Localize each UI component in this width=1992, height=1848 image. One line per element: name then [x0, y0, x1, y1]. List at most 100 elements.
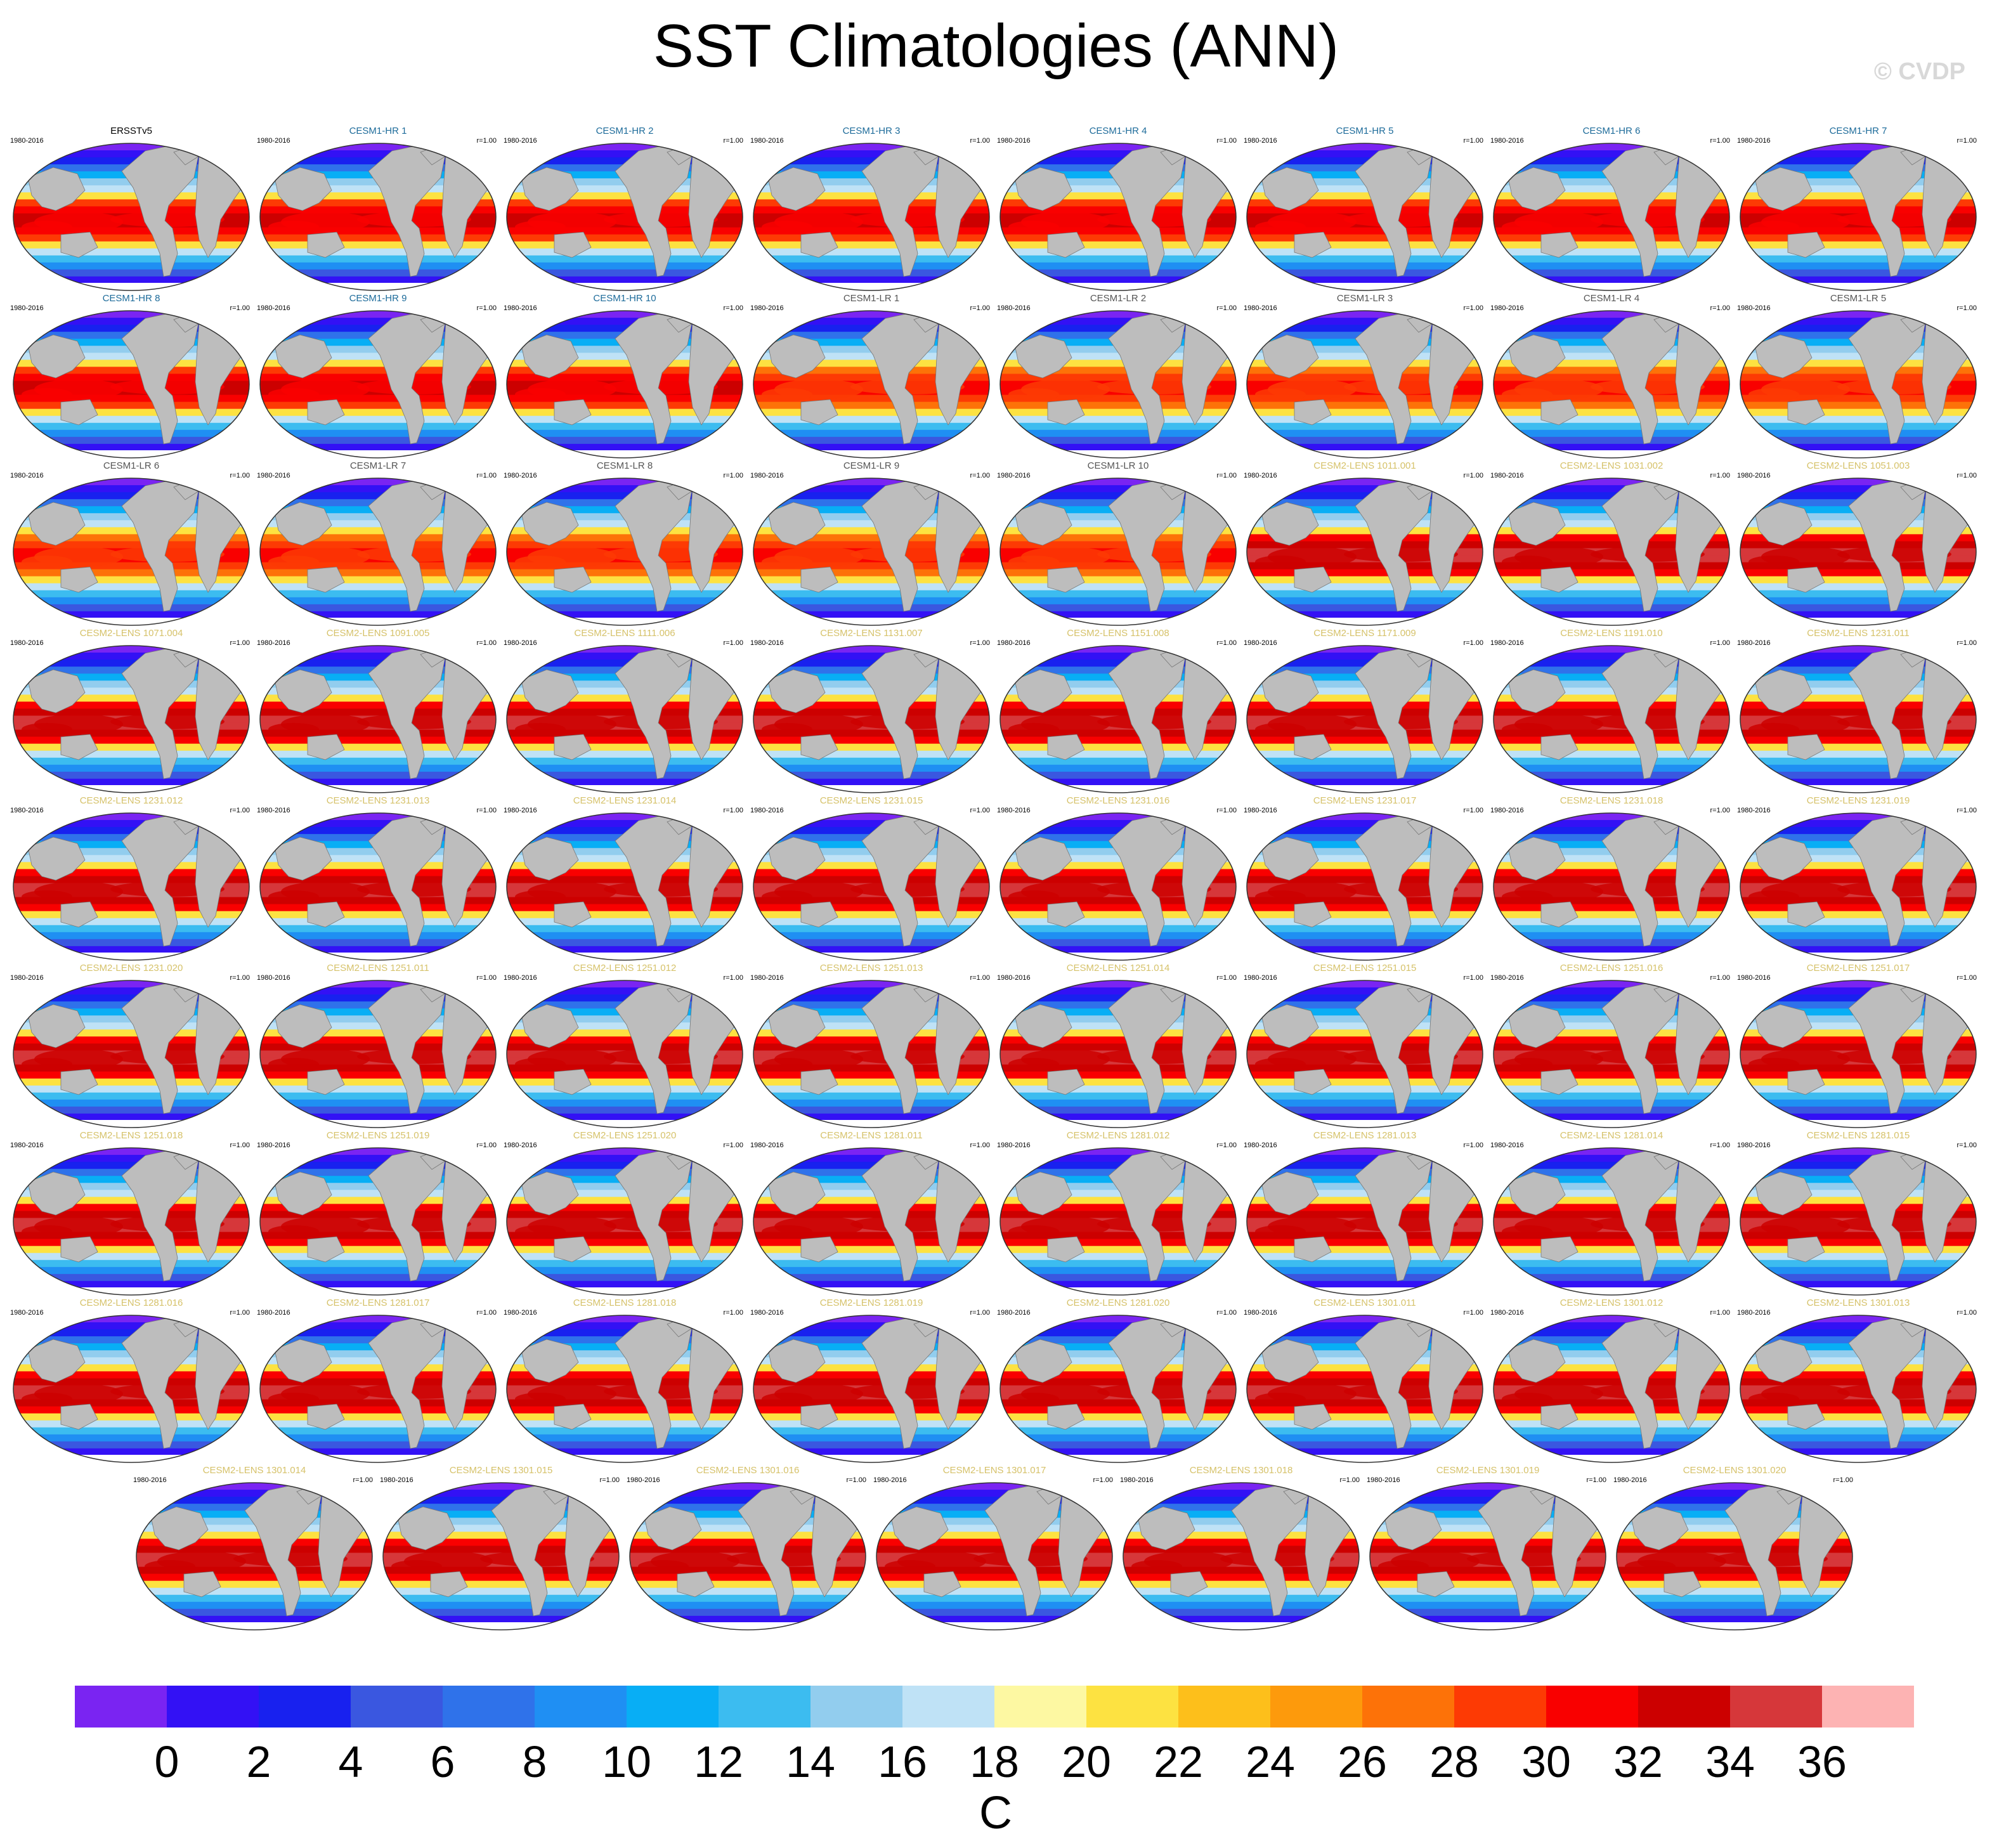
map-border: [753, 812, 990, 961]
sst-band: [1247, 311, 1483, 319]
sst-band: [1617, 1490, 1852, 1498]
sst-band: [1247, 1106, 1483, 1114]
sst-map: [1493, 143, 1730, 291]
panel-period: 1980-2016: [1490, 472, 1524, 479]
land-mass: [1108, 479, 1187, 612]
panel-name: CESM2-LENS 1111.006: [574, 628, 675, 639]
panel-name: CESM1-LR 9: [843, 460, 900, 471]
land-mass: [1663, 1571, 1702, 1597]
panel-correlation: r=1.00: [1216, 137, 1237, 145]
panel-correlation: r=1.00: [1710, 974, 1731, 982]
land-mass: [60, 1236, 98, 1263]
sst-band: [1494, 255, 1729, 263]
sst-band: [136, 1608, 372, 1617]
colorbar-swatch: [1178, 1686, 1271, 1728]
land-mass: [1047, 399, 1085, 426]
warm-pool: [22, 890, 72, 903]
land-mass: [491, 1483, 570, 1617]
sst-band: [876, 1587, 1112, 1596]
sst-band: [1494, 143, 1729, 152]
panel-correlation: r=1.00: [1093, 1476, 1114, 1484]
panel-period: 1980-2016: [504, 639, 537, 647]
map-border: [506, 812, 743, 961]
warm-pool: [1255, 388, 1306, 401]
colorbar-swatch: [1362, 1686, 1455, 1728]
warm-pool: [762, 1393, 812, 1405]
sst-band: [1000, 590, 1236, 598]
sst-band: [1000, 1420, 1236, 1428]
sst-band: [507, 757, 743, 765]
panel-correlation: r=1.00: [1216, 304, 1237, 312]
panel-period: 1980-2016: [997, 807, 1031, 814]
panel-name: CESM2-LENS 1301.018: [1189, 1465, 1293, 1476]
map-panel: CESM2-LENS 1231.015 1980-2016 r=1.00: [749, 795, 994, 963]
sst-band: [1000, 764, 1236, 772]
panel-name: CESM1-LR 5: [1830, 293, 1887, 304]
panel-correlation: r=1.00: [1463, 639, 1484, 647]
sst-band: [753, 436, 989, 445]
sst-band: [753, 1420, 989, 1428]
sst-map: [506, 1315, 743, 1463]
sst-band: [1247, 255, 1483, 263]
sst-map: [1740, 143, 1977, 291]
sst-band: [1617, 1587, 1852, 1596]
sst-band: [1247, 1155, 1483, 1163]
panel-period: 1980-2016: [257, 1309, 290, 1317]
map-panel: CESM2-LENS 1231.018 1980-2016 r=1.00: [1489, 795, 1734, 963]
warm-pool: [1748, 556, 1799, 568]
map-border: [382, 1482, 620, 1630]
warm-pool: [1008, 723, 1059, 736]
sst-band: [13, 485, 249, 493]
map-border: [506, 1315, 743, 1463]
sst-band: [1617, 1608, 1852, 1617]
sst-band: [1000, 422, 1236, 431]
sst-band: [1247, 478, 1483, 486]
land-mass: [1261, 1004, 1319, 1048]
land-mass: [1540, 1403, 1579, 1430]
map-border: [753, 980, 990, 1128]
sst-band: [507, 1315, 743, 1324]
panel-period: 1980-2016: [10, 639, 44, 647]
land-mass: [1724, 1483, 1803, 1617]
land-mass: [1754, 1004, 1813, 1048]
panel-correlation: r=1.00: [1463, 974, 1484, 982]
map-panel: CESM2-LENS 1011.001 1980-2016 r=1.00: [1242, 460, 1487, 628]
land-mass: [1355, 144, 1433, 277]
map-panel: CESM2-LENS 1111.006 1980-2016 r=1.00: [502, 628, 747, 795]
panel-correlation: r=1.00: [723, 1142, 744, 1149]
sst-band: [260, 932, 496, 940]
sst-band: [753, 980, 989, 989]
colorbar-swatch: [75, 1686, 167, 1728]
panel-name: CESM2-LENS 1251.018: [79, 1130, 183, 1141]
panel-period: 1980-2016: [1120, 1476, 1154, 1484]
panel-correlation: r=1.00: [476, 304, 497, 312]
sst-band: [507, 820, 743, 828]
sst-band: [753, 1106, 989, 1114]
panel-period: 1980-2016: [1244, 807, 1277, 814]
land-mass: [274, 167, 332, 211]
map-panel: CESM1-LR 4 1980-2016 r=1.00: [1489, 293, 1734, 460]
sst-band: [1494, 262, 1729, 270]
panel-period: 1980-2016: [750, 974, 784, 982]
land-mass: [554, 734, 592, 760]
panel-period: 1980-2016: [750, 304, 784, 312]
land-mass: [767, 1339, 826, 1383]
map-panel: CESM1-LR 2 1980-2016 r=1.00: [996, 293, 1240, 460]
land-mass: [368, 814, 446, 947]
warm-pool: [22, 723, 72, 736]
map-panel: ERSSTv5 1980-2016: [9, 126, 254, 293]
sst-band: [1740, 150, 1976, 159]
sst-band: [383, 1490, 619, 1498]
sst-band: [507, 1266, 743, 1275]
sst-map: [1740, 1315, 1977, 1463]
colorbar-swatch: [167, 1686, 259, 1728]
panel-period: 1980-2016: [133, 1476, 167, 1484]
land-mass: [1540, 1236, 1579, 1263]
sst-band: [507, 987, 743, 996]
sst-band: [13, 987, 249, 996]
land-mass: [861, 1148, 940, 1282]
warm-pool: [1748, 388, 1799, 401]
sst-band: [1000, 1155, 1236, 1163]
land-mass: [1601, 814, 1680, 947]
panel-name: CESM2-LENS 1301.015: [449, 1465, 553, 1476]
